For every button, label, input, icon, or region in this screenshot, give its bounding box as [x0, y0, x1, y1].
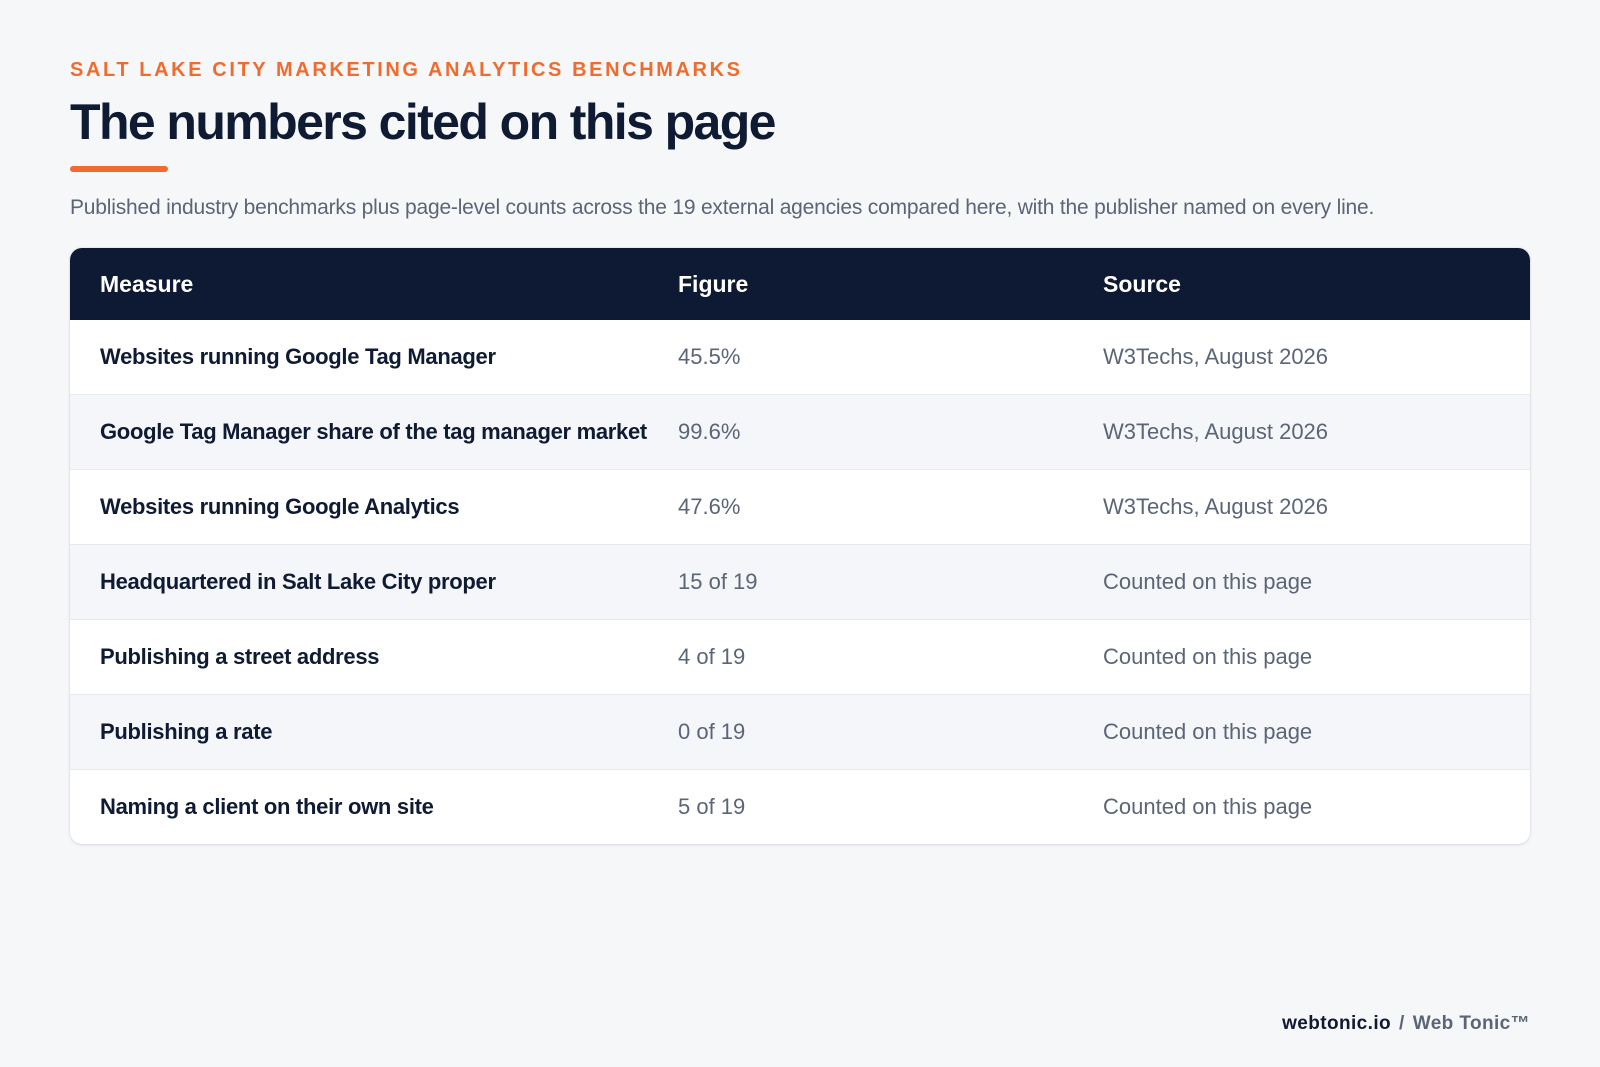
table-row: Websites running Google Analytics 47.6% …: [70, 469, 1530, 544]
table-row: Naming a client on their own site 5 of 1…: [70, 769, 1530, 844]
figure-cell: 15 of 19: [678, 569, 758, 594]
page-subtitle: Published industry benchmarks plus page-…: [70, 196, 1375, 219]
figure-cell: 0 of 19: [678, 719, 746, 744]
benchmarks-table: Measure Figure Source Websites running G…: [70, 248, 1530, 844]
title-accent-rule: [70, 166, 168, 172]
figure-cell: 4 of 19: [678, 644, 746, 669]
measure-cell: Google Tag Manager share of the tag mana…: [100, 419, 647, 444]
footer-credit: webtonic.io / Web Tonic™: [1282, 1013, 1530, 1035]
source-cell: Counted on this page: [1103, 569, 1313, 594]
table-row: Publishing a street address 4 of 19 Coun…: [70, 619, 1530, 694]
table-row: Google Tag Manager share of the tag mana…: [70, 394, 1530, 469]
footer-separator: /: [1399, 1013, 1405, 1034]
measure-cell: Publishing a rate: [100, 719, 273, 744]
measure-cell: Websites running Google Tag Manager: [100, 344, 496, 369]
table-header: Measure Figure Source: [70, 248, 1530, 320]
column-header-source: Source: [1103, 270, 1181, 297]
source-cell: Counted on this page: [1103, 719, 1313, 744]
source-cell: Counted on this page: [1103, 794, 1313, 819]
measure-cell: Websites running Google Analytics: [100, 494, 460, 519]
footer-domain: webtonic.io: [1282, 1013, 1392, 1034]
eyebrow-label: SALT LAKE CITY MARKETING ANALYTICS BENCH…: [70, 59, 743, 81]
table-row: Headquartered in Salt Lake City proper 1…: [70, 544, 1530, 619]
source-cell: Counted on this page: [1103, 644, 1313, 669]
measure-cell: Headquartered in Salt Lake City proper: [100, 569, 496, 594]
column-header-figure: Figure: [678, 270, 749, 297]
source-cell: W3Techs, August 2026: [1103, 344, 1329, 369]
figure-cell: 47.6%: [678, 494, 741, 519]
table-row: Publishing a rate 0 of 19 Counted on thi…: [70, 694, 1530, 769]
page-title: The numbers cited on this page: [70, 94, 776, 150]
source-cell: W3Techs, August 2026: [1103, 494, 1329, 519]
measure-cell: Publishing a street address: [100, 644, 380, 669]
measure-cell: Naming a client on their own site: [100, 794, 434, 819]
table-body: Websites running Google Tag Manager 45.5…: [70, 320, 1530, 844]
column-header-measure: Measure: [100, 270, 194, 297]
figure-cell: 99.6%: [678, 419, 741, 444]
figure-cell: 45.5%: [678, 344, 741, 369]
figure-cell: 5 of 19: [678, 794, 746, 819]
source-cell: W3Techs, August 2026: [1103, 419, 1329, 444]
footer-brand: Web Tonic™: [1412, 1013, 1530, 1034]
table-row: Websites running Google Tag Manager 45.5…: [70, 320, 1530, 394]
